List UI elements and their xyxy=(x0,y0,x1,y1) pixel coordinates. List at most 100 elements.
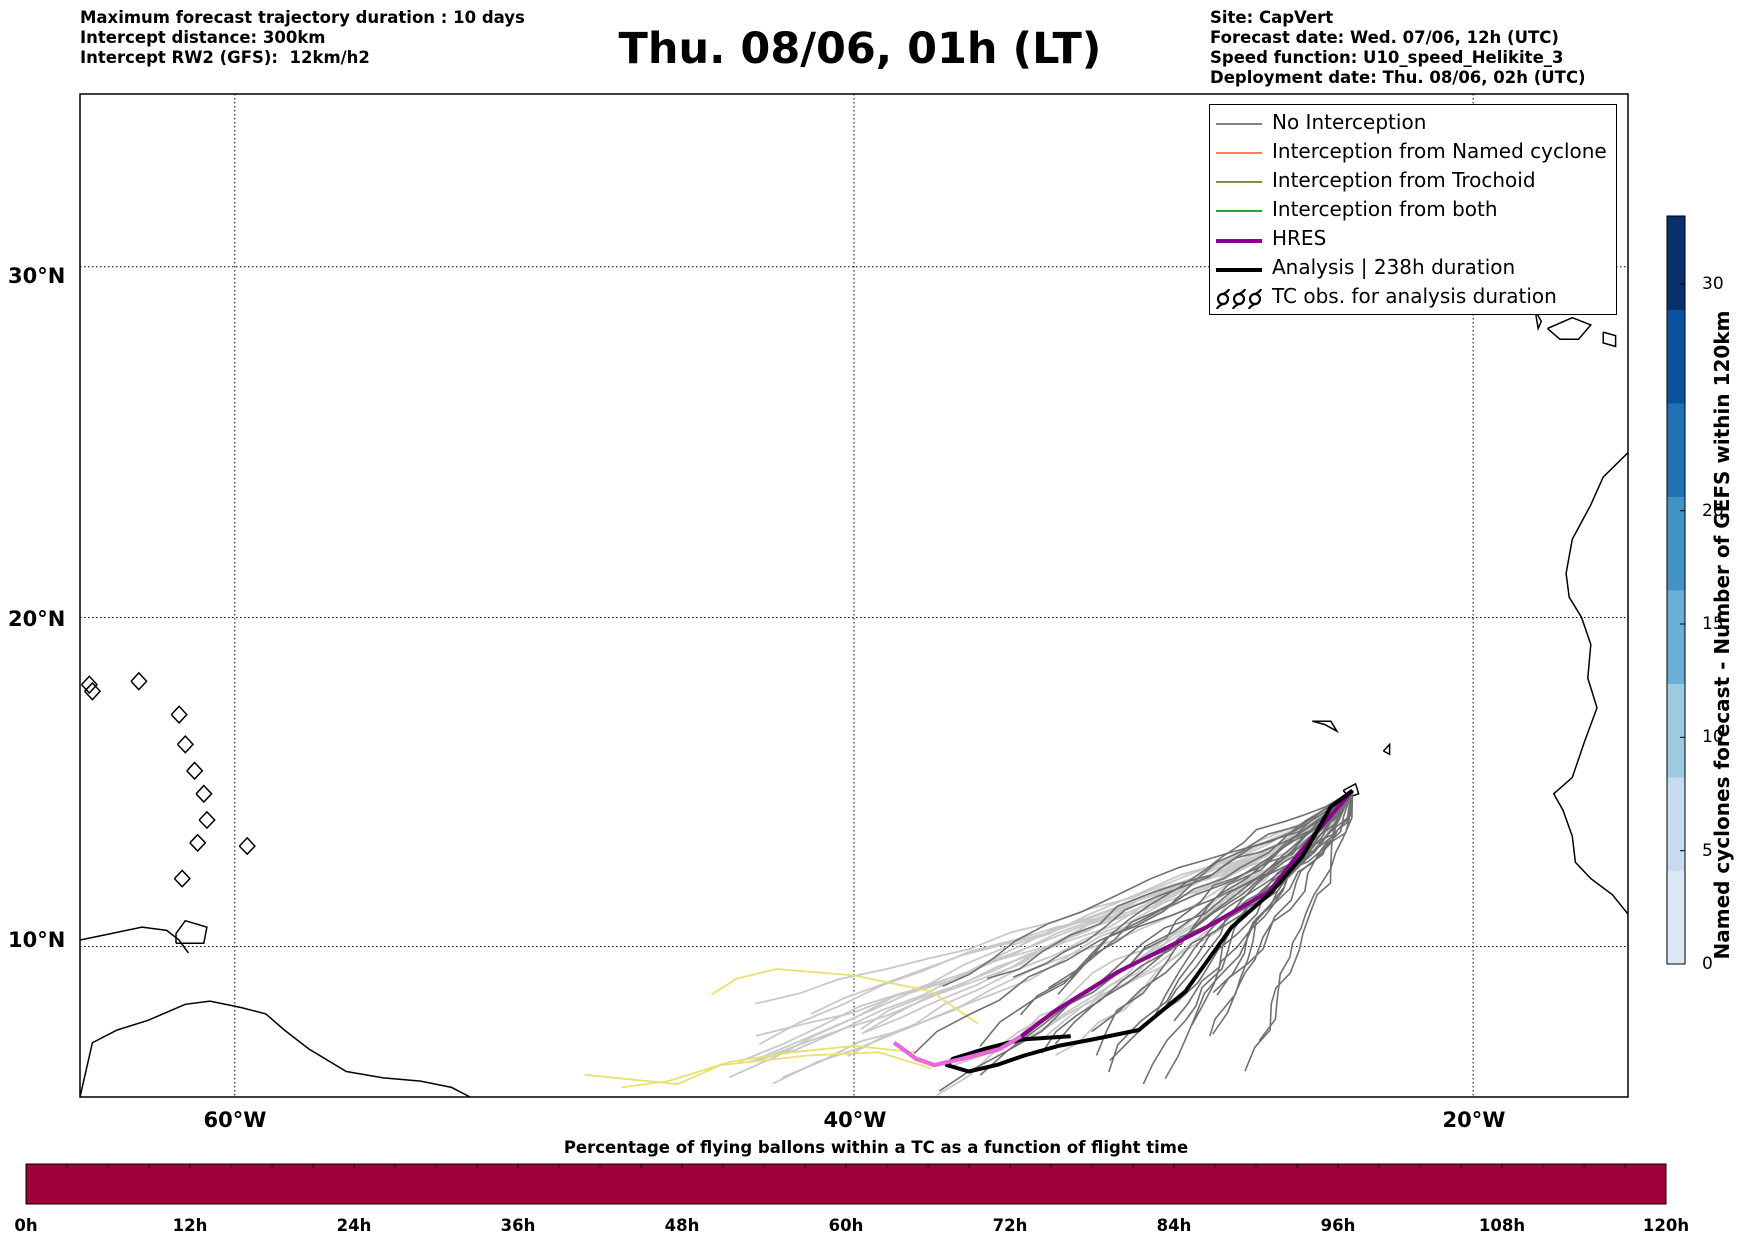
legend-label: Interception from Trochoid xyxy=(1272,168,1536,192)
map-frame xyxy=(79,93,1629,1098)
trajectory-grey-21 xyxy=(1173,790,1354,1022)
header-info-right: Site: CapVert Forecast date: Wed. 07/06, … xyxy=(1210,8,1586,88)
trajectory-light-11 xyxy=(747,789,1354,1064)
trajectory-light-6 xyxy=(728,789,1354,1079)
coastlines xyxy=(80,310,1628,1097)
trajectory-light-3 xyxy=(755,789,1354,1037)
trajectory-light-8 xyxy=(758,789,1353,1045)
hres-trajectory-tail xyxy=(893,1034,1023,1068)
progress-bar-tick-label: 36h xyxy=(500,1216,536,1235)
trajectory-yellow-2 xyxy=(584,1051,932,1086)
lon-label-20w: 20°W xyxy=(1442,1108,1506,1132)
map-title: Thu. 08/06, 01h (LT) xyxy=(618,24,1102,74)
coast-venezuela xyxy=(80,926,190,954)
colorbar-tick-label: 0 xyxy=(1702,954,1713,974)
coast-west-africa xyxy=(1552,452,1628,915)
legend-item-named-cyclone: Interception from Named cyclone xyxy=(1210,138,1616,167)
trajectory-grey-1 xyxy=(979,789,1354,1048)
progress-bar-tick-label: 108h xyxy=(1478,1216,1526,1235)
cyclone-icon xyxy=(1215,289,1263,309)
trajectory-grey-13 xyxy=(979,789,1354,1076)
coast-caribbean-island-3 xyxy=(198,810,216,830)
trajectory-grey-27 xyxy=(1048,789,1353,989)
legend-label: Interception from Named cyclone xyxy=(1272,139,1607,163)
progress-bar-tick-label: 60h xyxy=(828,1216,864,1235)
coast-trinidad xyxy=(175,919,208,945)
legend-swatch xyxy=(1216,123,1262,125)
legend-label: Interception from both xyxy=(1272,197,1498,221)
map-legend: No Interception Interception from Named … xyxy=(1209,104,1617,315)
coast-south-america xyxy=(80,1000,471,1097)
legend-item-tc-obs: TC obs. for analysis duration xyxy=(1210,283,1616,312)
analysis-trajectory xyxy=(944,788,1354,1074)
trajectory-grey-25 xyxy=(1012,789,1353,978)
trajectory-grey-12 xyxy=(1209,790,1354,1037)
trajectory-light-5 xyxy=(761,789,1354,1058)
legend-item-analysis: Analysis | 238h duration xyxy=(1210,254,1616,283)
trajectory-grey-5 xyxy=(1163,790,1354,1010)
progress-bar-tick-label: 48h xyxy=(664,1216,700,1235)
progress-bar-tick-label: 72h xyxy=(992,1216,1028,1235)
progress-bar-tick-label: 24h xyxy=(336,1216,372,1235)
coast-canary-grancanaria xyxy=(1602,331,1617,348)
trajectory-grey-23 xyxy=(1091,790,1354,1033)
legend-label: HRES xyxy=(1272,226,1327,250)
trajectory-yellow-0 xyxy=(711,968,979,1025)
lat-label-10n: 10°N xyxy=(8,928,66,952)
coast-canary-tenerife xyxy=(1547,316,1593,341)
lat-label-30n: 30°N xyxy=(8,264,66,288)
legend-item-no-interception: No Interception xyxy=(1210,109,1616,138)
legend-swatch xyxy=(1216,268,1262,272)
coast-caribbean-island-6 xyxy=(170,705,188,724)
info-right-line-0: Site: CapVert xyxy=(1210,8,1334,27)
colorbar-tick-label: 20 xyxy=(1702,500,1724,521)
legend-item-both: Interception from both xyxy=(1210,196,1616,225)
header-info-left: Maximum forecast trajectory duration : 1… xyxy=(80,8,525,68)
info-right-line-1: Forecast date: Wed. 07/06, 12h (UTC) xyxy=(1210,28,1559,47)
colorbar-label: Named cyclones forecast - Number of GEFS… xyxy=(1710,310,1734,960)
info-right-line-3: Deployment date: Thu. 08/06, 02h (UTC) xyxy=(1210,68,1586,87)
coast-caribbean-island-2 xyxy=(176,735,195,754)
progress-bar-title: Percentage of flying ballons within a TC… xyxy=(563,1138,1189,1157)
trajectory-grey-6 xyxy=(1212,790,1354,1035)
info-left-line-1: Intercept distance: 300km xyxy=(80,28,326,47)
coast-caribbean-island-8 xyxy=(80,675,99,695)
trajectory-grey-17 xyxy=(986,789,1354,980)
trajectory-grey-29 xyxy=(1014,789,1354,1045)
main-trajectories xyxy=(893,788,1355,1074)
colorbar-tick-label: 10 xyxy=(1702,727,1724,748)
forecast-trajectories-grey xyxy=(913,789,1354,1092)
lat-label-20n: 20°N xyxy=(8,607,66,631)
legend-label: Analysis | 238h duration xyxy=(1272,255,1516,279)
trajectory-grey-26 xyxy=(942,789,1353,988)
legend-item-trochoid: Interception from Trochoid xyxy=(1210,167,1616,196)
legend-label: TC obs. for analysis duration xyxy=(1272,284,1557,308)
progress-bar-tick-label: 96h xyxy=(1320,1216,1356,1235)
legend-swatch xyxy=(1216,239,1262,243)
coast-canary-lapalma xyxy=(1534,310,1543,332)
trajectory-grey-2 xyxy=(1244,790,1354,1072)
trajectory-grey-11 xyxy=(1216,790,1354,996)
progress-bar-tick-label: 120h xyxy=(1642,1216,1690,1235)
coast-caribbean-island-10 xyxy=(173,869,191,888)
coast-caribbean-island-4 xyxy=(189,833,207,853)
legend-label: No Interception xyxy=(1272,110,1427,134)
coast-caribbean-island-9 xyxy=(84,681,102,701)
legend-swatch xyxy=(1216,181,1262,183)
coast-caribbean-island-1 xyxy=(195,784,213,804)
progress-bar-tick-label: 84h xyxy=(1156,1216,1192,1235)
trajectory-grey-15 xyxy=(1142,790,1354,1085)
colorbar-tick-label: 30 xyxy=(1702,274,1724,294)
progress-bar-tick-label: 0h xyxy=(14,1216,38,1235)
colorbar-tick-label: 5 xyxy=(1702,840,1713,861)
legend-swatch xyxy=(1216,210,1262,212)
info-left-line-0: Maximum forecast trajectory duration : 1… xyxy=(80,8,525,27)
trajectory-light-1 xyxy=(772,789,1354,1085)
trajectory-grey-16 xyxy=(1258,790,1354,1042)
legend-item-hres: HRES xyxy=(1210,225,1616,254)
lon-label-40w: 40°W xyxy=(823,1108,887,1132)
info-right-line-2: Speed function: U10_speed_Helikite_3 xyxy=(1210,48,1564,67)
coast-cape-verde-north xyxy=(1312,720,1340,734)
trajectory-light-18 xyxy=(861,789,1354,1035)
lon-label-60w: 60°W xyxy=(203,1108,267,1132)
